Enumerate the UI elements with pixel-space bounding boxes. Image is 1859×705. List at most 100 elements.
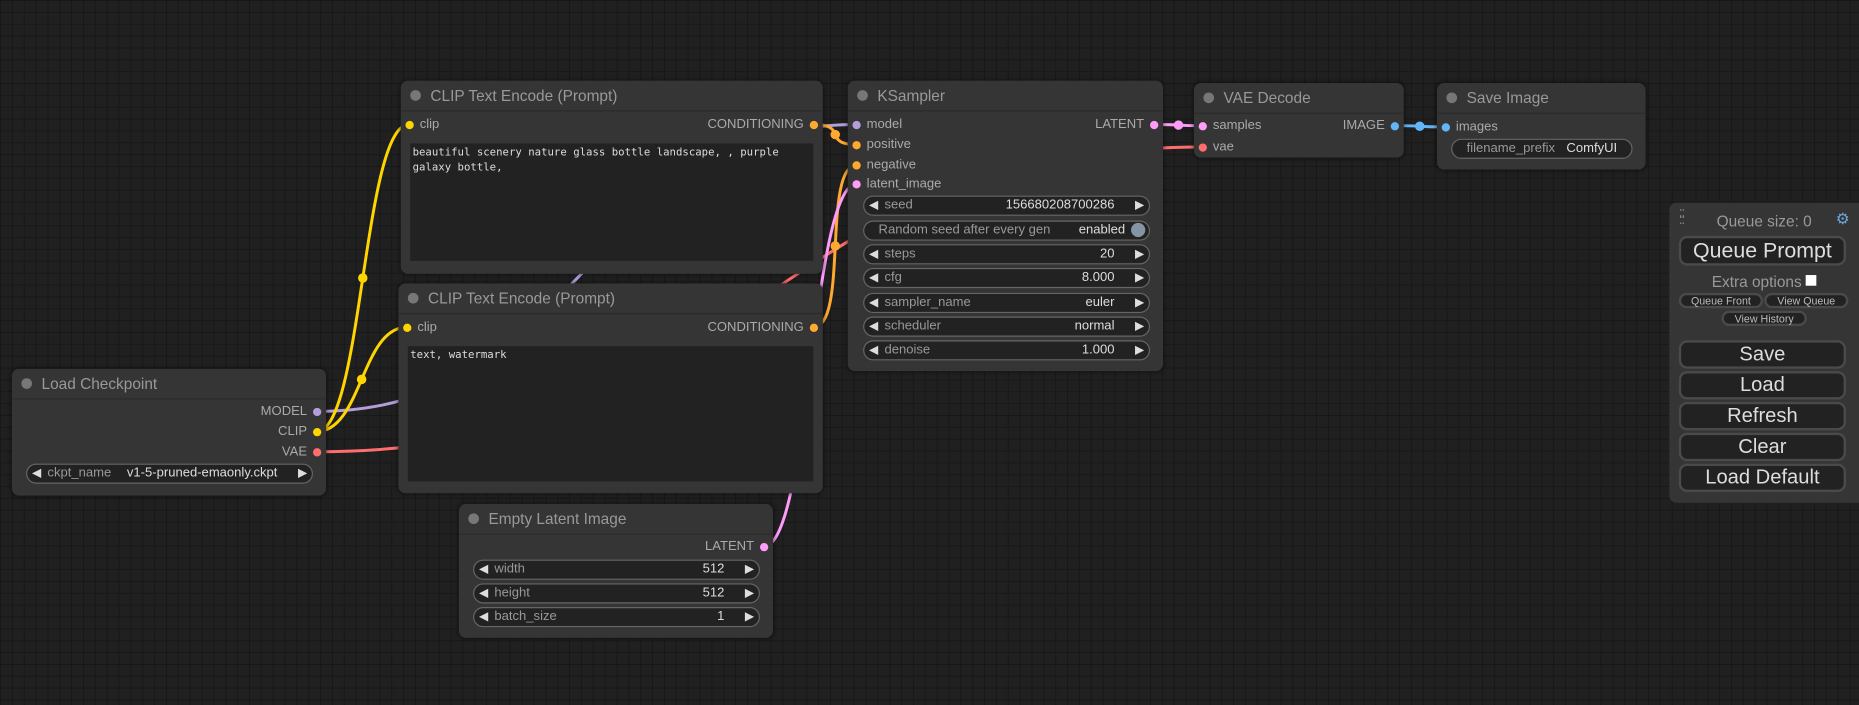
collapse-dot-icon[interactable] bbox=[468, 513, 479, 525]
node-load-checkpoint[interactable]: Load Checkpoint MODEL CLIP VAE ckpt_name v1-5… bbox=[11, 368, 327, 496]
decrement-arrow-icon[interactable]: ◀ bbox=[869, 198, 879, 212]
output-slot-latent[interactable] bbox=[1150, 120, 1159, 129]
increment-arrow-icon[interactable]: ▶ bbox=[297, 466, 308, 480]
widget-width[interactable]: width 512 ◀ ▶ bbox=[473, 559, 760, 580]
widget-cfg[interactable]: cfg 8.000 ◀ ▶ bbox=[863, 267, 1151, 288]
widget-label: scheduler bbox=[884, 318, 942, 333]
widget-sampler-name[interactable]: sampler_name euler ◀ ▶ bbox=[863, 292, 1151, 313]
output-slot-clip[interactable] bbox=[312, 427, 322, 436]
decrement-arrow-icon[interactable]: ◀ bbox=[869, 319, 879, 333]
wire-midpoint-handle[interactable] bbox=[830, 241, 840, 251]
node-title[interactable]: Load Checkpoint bbox=[11, 369, 327, 400]
increment-arrow-icon[interactable]: ▶ bbox=[1134, 198, 1145, 212]
node-title[interactable]: CLIP Text Encode (Prompt) bbox=[400, 81, 823, 112]
decrement-arrow-icon[interactable]: ◀ bbox=[32, 466, 42, 480]
wire-midpoint-handle[interactable] bbox=[356, 374, 367, 385]
queue-front-button[interactable]: Queue Front bbox=[1678, 292, 1763, 309]
node-title[interactable]: VAE Decode bbox=[1193, 83, 1404, 114]
input-slot-clip[interactable] bbox=[405, 120, 414, 129]
node-title[interactable]: Empty Latent Image bbox=[458, 504, 774, 535]
input-slot-negative[interactable] bbox=[852, 160, 861, 169]
decrement-arrow-icon[interactable]: ◀ bbox=[478, 562, 489, 576]
view-queue-button[interactable]: View Queue bbox=[1764, 292, 1849, 309]
output-slot-conditioning[interactable] bbox=[809, 120, 819, 129]
increment-arrow-icon[interactable]: ▶ bbox=[744, 562, 755, 576]
widget-value: 156680208700286 bbox=[1005, 197, 1115, 212]
increment-arrow-icon[interactable]: ▶ bbox=[1134, 295, 1145, 309]
widget-steps[interactable]: steps 20 ◀ ▶ bbox=[863, 243, 1151, 264]
load-button[interactable]: Load bbox=[1678, 371, 1846, 400]
node-clip-positive[interactable]: CLIP Text Encode (Prompt) clip CONDITIONIN… bbox=[400, 80, 823, 274]
extra-options-label: Extra options bbox=[1711, 272, 1802, 291]
increment-arrow-icon[interactable]: ▶ bbox=[744, 609, 755, 624]
toggle-knob-icon[interactable] bbox=[1131, 222, 1146, 238]
input-slot-positive[interactable] bbox=[852, 140, 861, 149]
widget-scheduler[interactable]: scheduler normal ◀ ▶ bbox=[863, 315, 1151, 337]
gear-icon[interactable]: ⚙ bbox=[1835, 209, 1850, 228]
output-slot-model[interactable] bbox=[312, 407, 322, 416]
node-vae-decode[interactable]: VAE Decode samples vae IMAGE bbox=[1193, 82, 1404, 158]
widget-batch-size[interactable]: batch_size 1 ◀ ▶ bbox=[473, 606, 760, 627]
prompt-textarea[interactable]: beautiful scenery nature glass bottle la… bbox=[410, 143, 814, 261]
increment-arrow-icon[interactable]: ▶ bbox=[1134, 343, 1145, 357]
node-empty-latent[interactable]: Empty Latent Image LATENT width 512 ◀ ▶ height… bbox=[458, 503, 774, 638]
decrement-arrow-icon[interactable]: ◀ bbox=[478, 586, 489, 600]
widget-random-seed-after-every-gen[interactable]: Random seed after every gen enabled bbox=[863, 219, 1151, 241]
widget-ckpt-name[interactable]: ckpt_name v1-5-pruned-emaonly.ckpt ◀ ▶ bbox=[26, 462, 313, 484]
output-slot-latent[interactable] bbox=[759, 542, 769, 551]
widget-height[interactable]: height 512 ◀ ▶ bbox=[473, 582, 760, 603]
increment-arrow-icon[interactable]: ▶ bbox=[1134, 247, 1145, 261]
collapse-dot-icon[interactable] bbox=[407, 292, 419, 304]
wire-midpoint-handle[interactable] bbox=[1173, 120, 1184, 130]
output-label: CONDITIONING bbox=[707, 320, 804, 335]
input-slot-images[interactable] bbox=[1441, 122, 1450, 132]
widget-denoise[interactable]: denoise 1.000 ◀ ▶ bbox=[863, 339, 1151, 360]
widget-label: cfg bbox=[884, 269, 902, 284]
input-slot-latent_image[interactable] bbox=[852, 179, 861, 188]
input-slot-clip[interactable] bbox=[403, 323, 412, 332]
node-save-image[interactable]: Save Image images filename_prefix ComfyUI bbox=[1436, 82, 1646, 170]
increment-arrow-icon[interactable]: ▶ bbox=[744, 586, 755, 600]
view-history-button[interactable]: View History bbox=[1721, 310, 1807, 327]
input-slot-samples[interactable] bbox=[1198, 121, 1207, 130]
decrement-arrow-icon[interactable]: ◀ bbox=[869, 247, 879, 261]
wire-midpoint-handle[interactable] bbox=[358, 273, 368, 283]
collapse-dot-icon[interactable] bbox=[1203, 92, 1215, 104]
collapse-dot-icon[interactable] bbox=[1446, 92, 1458, 104]
decrement-arrow-icon[interactable]: ◀ bbox=[478, 609, 489, 624]
node-title[interactable]: Save Image bbox=[1436, 83, 1646, 114]
extra-options-checkbox[interactable] bbox=[1805, 275, 1817, 286]
increment-arrow-icon[interactable]: ▶ bbox=[1134, 319, 1145, 333]
collapse-dot-icon[interactable] bbox=[857, 90, 868, 101]
decrement-arrow-icon[interactable]: ◀ bbox=[869, 270, 879, 284]
collapse-dot-icon[interactable] bbox=[21, 378, 33, 389]
widget-value: 1.000 bbox=[1081, 342, 1115, 357]
input-slot-model[interactable] bbox=[852, 120, 861, 129]
node-ksampler[interactable]: KSampler model positive negative latent_imag… bbox=[847, 80, 1164, 372]
decrement-arrow-icon[interactable]: ◀ bbox=[869, 295, 879, 309]
collapse-dot-icon[interactable] bbox=[410, 90, 421, 101]
increment-arrow-icon[interactable]: ▶ bbox=[1134, 270, 1145, 284]
queue-prompt-button[interactable]: Queue Prompt bbox=[1678, 235, 1846, 266]
save-button[interactable]: Save bbox=[1678, 340, 1846, 369]
load-default-button[interactable]: Load Default bbox=[1678, 463, 1846, 493]
widget-seed[interactable]: seed 156680208700286 ◀ ▶ bbox=[863, 195, 1151, 216]
node-title[interactable]: CLIP Text Encode (Prompt) bbox=[398, 283, 823, 315]
prompt-textarea[interactable]: text, watermark bbox=[407, 346, 814, 482]
wire-midpoint-handle[interactable] bbox=[1415, 121, 1425, 132]
output-slot-conditioning[interactable] bbox=[809, 323, 819, 332]
node-title[interactable]: KSampler bbox=[847, 81, 1164, 112]
output-slot-vae[interactable] bbox=[312, 447, 322, 456]
decrement-arrow-icon[interactable]: ◀ bbox=[869, 343, 879, 357]
input-slot-vae[interactable] bbox=[1198, 142, 1207, 152]
widget-label: height bbox=[494, 585, 530, 600]
widget-filename-prefix[interactable]: filename_prefix ComfyUI bbox=[1451, 138, 1633, 159]
wire-midpoint-handle[interactable] bbox=[830, 129, 840, 140]
clear-button[interactable]: Clear bbox=[1678, 432, 1846, 462]
widget-value: normal bbox=[1074, 318, 1115, 333]
refresh-button[interactable]: Refresh bbox=[1678, 401, 1846, 431]
output-slot-image[interactable] bbox=[1390, 121, 1400, 130]
drag-handle-icon[interactable]: ⁚⁚ ⁚⁚ bbox=[1678, 208, 1685, 228]
node-clip-negative[interactable]: CLIP Text Encode (Prompt) clip CONDITIONIN… bbox=[398, 283, 823, 494]
